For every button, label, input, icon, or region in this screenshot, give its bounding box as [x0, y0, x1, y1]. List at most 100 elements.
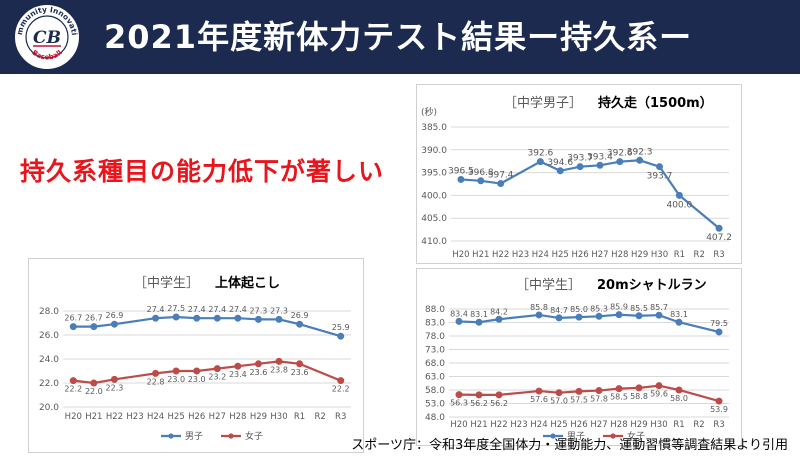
x-tick-label: H21 [85, 412, 102, 422]
data-point [213, 314, 221, 322]
x-tick-label: H26 [571, 250, 588, 260]
data-point [152, 314, 160, 322]
data-label: 27.4 [229, 305, 247, 314]
data-label: 397.4 [488, 171, 514, 181]
x-tick-label: H27 [590, 420, 607, 430]
x-tick-label: H25 [550, 420, 567, 430]
data-point [296, 360, 304, 368]
chart-title-prefix: ［中学男子］ [504, 95, 582, 111]
chart-title: 20mシャトルラン [597, 278, 707, 293]
data-label: 393.7 [647, 172, 673, 182]
x-tick-label: H22 [492, 250, 509, 260]
x-tick-label: H22 [490, 420, 507, 430]
data-label: 23.4 [229, 370, 247, 379]
data-label: 392.6 [527, 149, 553, 159]
legend-marker [168, 433, 174, 439]
y-tick-label: 20.0 [39, 403, 59, 413]
chart-title: 持久走（1500m） [598, 95, 713, 111]
data-point [193, 314, 201, 322]
data-point [475, 318, 483, 326]
data-point [172, 313, 180, 321]
x-tick-label: H23 [512, 250, 529, 260]
data-label: 23.0 [188, 375, 206, 384]
data-point [635, 384, 643, 392]
data-label: 57.5 [570, 395, 588, 404]
x-tick-label: H30 [651, 250, 668, 260]
data-point [455, 391, 463, 399]
data-label: 27.3 [250, 306, 268, 315]
x-tick-label: H23 [510, 420, 527, 430]
data-point [172, 367, 180, 375]
y-tick-label: 28.0 [39, 307, 59, 317]
data-label: 85.5 [630, 304, 648, 313]
data-point [575, 313, 583, 321]
data-label: 27.4 [147, 305, 165, 314]
data-label: 83.1 [470, 310, 488, 319]
data-point [110, 375, 118, 383]
y-tick-label: 24.0 [39, 355, 59, 365]
data-label: 26.7 [64, 314, 82, 323]
data-point [90, 379, 98, 387]
data-point [457, 175, 465, 183]
data-label: 393.4 [587, 152, 613, 162]
svg-text:Baseball: Baseball [30, 49, 63, 62]
data-label: 85.9 [610, 303, 628, 312]
data-point [615, 311, 623, 319]
data-point [296, 320, 304, 328]
data-label: 84.2 [490, 307, 508, 316]
data-label: 27.3 [270, 306, 288, 315]
data-point [715, 224, 723, 232]
y-tick-label: 73.0 [425, 346, 445, 356]
x-tick-label: H28 [229, 412, 246, 422]
data-label: 58.5 [610, 393, 628, 402]
x-tick-label: H20 [450, 420, 467, 430]
data-point [615, 385, 623, 393]
y-tick-label: 22.0 [39, 379, 59, 389]
data-point [337, 332, 345, 340]
y-tick-label: 385.0 [421, 123, 447, 133]
data-point [675, 191, 683, 199]
legend-marker [228, 433, 234, 439]
data-label: 26.9 [106, 311, 124, 320]
x-tick-label: R3 [713, 250, 724, 260]
x-tick-label: R3 [713, 420, 724, 430]
data-label: 56.2 [490, 399, 508, 408]
data-label: 27.4 [188, 305, 206, 314]
shuttle-run-chart-panel: ［中学生］ 20mシャトルラン 48.0 53.0 58.0 63.0 68.0 73.0 78… [416, 268, 742, 446]
x-tick-label: H22 [106, 412, 123, 422]
data-label: 57.6 [530, 395, 548, 404]
x-tick-label: H20 [65, 412, 82, 422]
legend-marker [550, 433, 556, 439]
y-tick-label: 26.0 [39, 331, 59, 341]
y-tick-label: 58.0 [425, 386, 445, 396]
data-label: 393.7 [567, 154, 593, 164]
chart-title: 上体起こし [215, 275, 280, 291]
legend-label: 女子 [245, 430, 263, 442]
data-label: 26.7 [85, 314, 103, 323]
data-label: 22.2 [64, 385, 82, 394]
x-tick-label: H27 [591, 250, 608, 260]
data-label: 23.6 [291, 368, 309, 377]
x-tick-label: H20 [452, 250, 469, 260]
data-point [477, 177, 485, 185]
data-point [535, 311, 543, 319]
logo-text-bottom: Baseball [30, 49, 63, 62]
x-tick-label: H30 [650, 420, 667, 430]
data-point [616, 158, 624, 166]
data-label: 56.3 [450, 399, 468, 408]
data-point [536, 158, 544, 166]
x-tick-label: R1 [294, 412, 305, 422]
data-point [675, 386, 683, 394]
data-point [555, 389, 563, 397]
y-tick-label: 53.0 [425, 400, 445, 410]
y-axis-unit-label: (秒) [421, 106, 437, 118]
slide-title: 2021年度新体力テスト結果ー持久系ー [104, 18, 693, 56]
data-point [495, 315, 503, 323]
data-label: 22.2 [332, 385, 350, 394]
y-tick-label: 395.0 [421, 169, 447, 179]
data-point [337, 377, 345, 385]
x-tick-label: H29 [250, 412, 267, 422]
y-tick-label: 405.0 [421, 214, 447, 224]
data-point [497, 180, 505, 188]
x-tick-label: R1 [673, 420, 684, 430]
